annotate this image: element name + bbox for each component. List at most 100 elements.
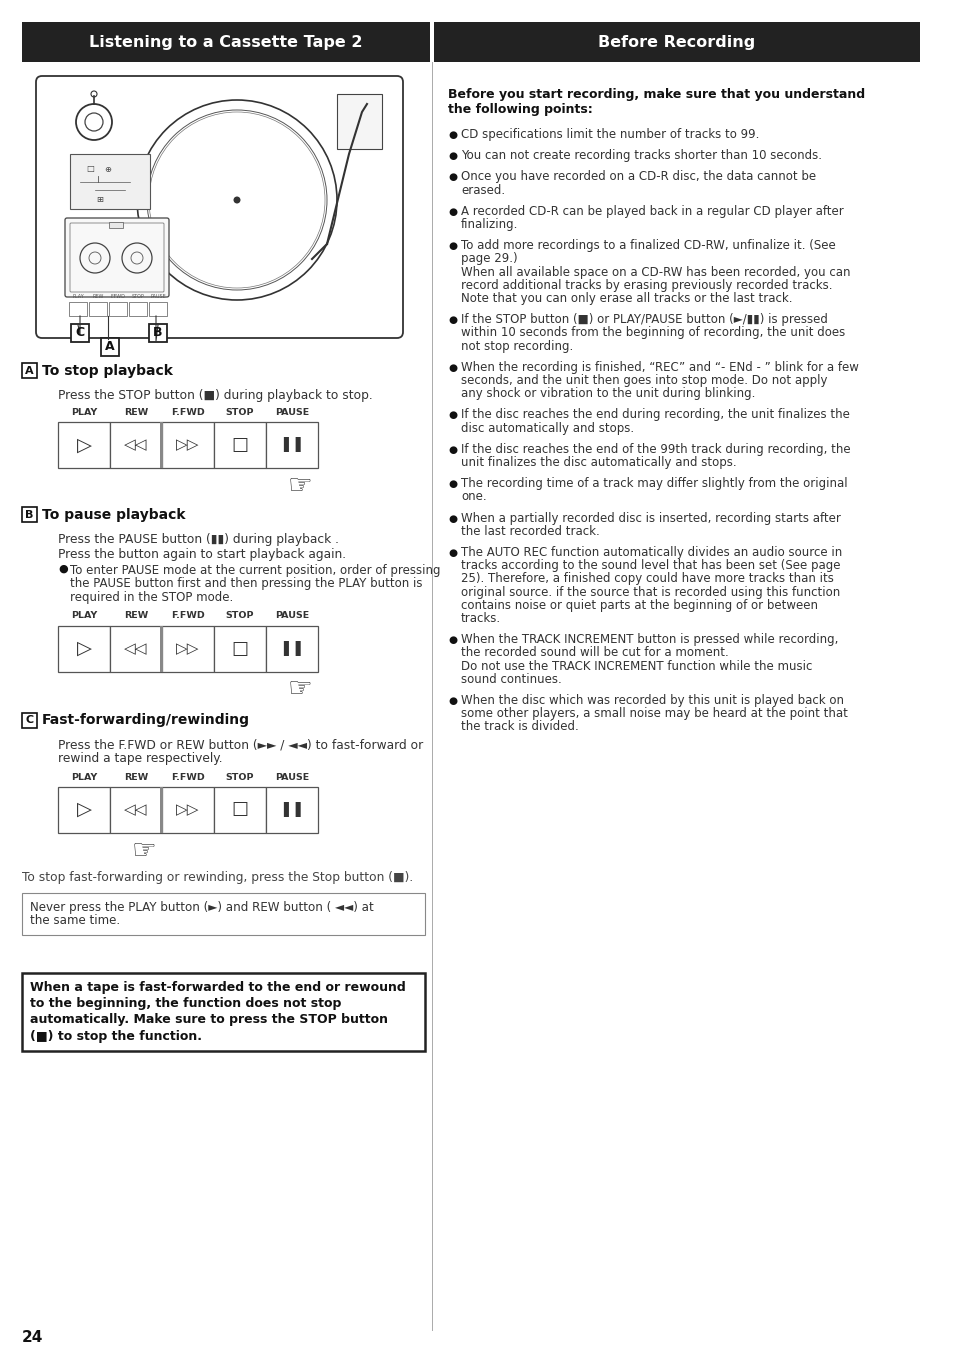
FancyBboxPatch shape xyxy=(36,76,402,338)
Text: ●: ● xyxy=(448,173,456,182)
Text: PLAY: PLAY xyxy=(71,772,97,782)
Text: tracks.: tracks. xyxy=(460,612,500,625)
Bar xyxy=(58,787,110,833)
Text: Before Recording: Before Recording xyxy=(598,35,755,50)
Bar xyxy=(110,787,162,833)
Text: tracks according to the sound level that has been set (See page: tracks according to the sound level that… xyxy=(460,559,840,572)
Text: If the disc reaches the end of the 99th track during recording, the: If the disc reaches the end of the 99th … xyxy=(460,443,850,456)
Text: record additional tracks by erasing previously recorded tracks.: record additional tracks by erasing prev… xyxy=(460,279,832,292)
Text: ⊞: ⊞ xyxy=(96,196,103,204)
Text: If the disc reaches the end during recording, the unit finalizes the: If the disc reaches the end during recor… xyxy=(460,409,849,421)
Text: F.FWD: F.FWD xyxy=(171,772,205,782)
Text: To add more recordings to a finalized CD-RW, unfinalize it. (See: To add more recordings to a finalized CD… xyxy=(460,239,835,252)
Text: ●: ● xyxy=(448,513,456,524)
Bar xyxy=(69,302,87,316)
Text: PLAY: PLAY xyxy=(71,408,97,417)
Bar xyxy=(162,787,213,833)
Text: 24: 24 xyxy=(22,1330,43,1345)
Text: sound continues.: sound continues. xyxy=(460,672,561,686)
Text: ☞: ☞ xyxy=(287,675,313,703)
Text: the same time.: the same time. xyxy=(30,914,120,927)
Text: The recording time of a track may differ slightly from the original: The recording time of a track may differ… xyxy=(460,477,846,490)
Text: within 10 seconds from the beginning of recording, the unit does: within 10 seconds from the beginning of … xyxy=(460,327,844,339)
Text: not stop recording.: not stop recording. xyxy=(460,340,573,352)
Text: A: A xyxy=(105,340,114,354)
Text: STOP: STOP xyxy=(226,772,254,782)
Text: Never press the PLAY button (►) and REW button ( ◄◄) at: Never press the PLAY button (►) and REW … xyxy=(30,900,374,914)
Bar xyxy=(162,625,213,671)
Bar xyxy=(22,713,37,728)
Text: some other players, a small noise may be heard at the point that: some other players, a small noise may be… xyxy=(460,707,847,720)
Text: ●: ● xyxy=(58,564,68,574)
Text: When the recording is finished, “REC” and “- ENd - ” blink for a few: When the recording is finished, “REC” an… xyxy=(460,360,858,374)
Bar xyxy=(149,324,167,342)
Text: □: □ xyxy=(232,801,248,818)
Text: ●: ● xyxy=(448,242,456,251)
Text: any shock or vibration to the unit during blinking.: any shock or vibration to the unit durin… xyxy=(460,387,755,400)
Bar xyxy=(149,302,167,316)
Text: ❚❚: ❚❚ xyxy=(279,437,304,452)
Text: ▷▷: ▷▷ xyxy=(176,641,199,656)
Text: REW: REW xyxy=(124,612,148,621)
Text: ❚❚: ❚❚ xyxy=(279,802,304,817)
Text: ●: ● xyxy=(448,410,456,420)
Text: erased.: erased. xyxy=(460,184,504,197)
Text: □: □ xyxy=(86,165,93,174)
Bar xyxy=(336,95,381,148)
FancyBboxPatch shape xyxy=(70,223,164,292)
Text: ●: ● xyxy=(448,151,456,161)
Bar xyxy=(110,625,162,671)
Bar xyxy=(162,423,213,468)
Text: Press the button again to start playback again.: Press the button again to start playback… xyxy=(58,548,346,562)
Text: ◁◁: ◁◁ xyxy=(124,802,148,817)
Text: C: C xyxy=(75,327,85,339)
Bar xyxy=(160,423,163,468)
Bar xyxy=(70,154,150,209)
Text: ●: ● xyxy=(448,479,456,489)
Bar xyxy=(22,22,430,62)
Bar xyxy=(129,302,147,316)
Text: the recorded sound will be cut for a moment.: the recorded sound will be cut for a mom… xyxy=(460,647,728,659)
Text: ◁◁: ◁◁ xyxy=(124,641,148,656)
Text: To pause playback: To pause playback xyxy=(42,508,185,521)
Text: When the TRACK INCREMENT button is pressed while recording,: When the TRACK INCREMENT button is press… xyxy=(460,633,838,647)
Text: Once you have recorded on a CD-R disc, the data cannot be: Once you have recorded on a CD-R disc, t… xyxy=(460,170,815,184)
Text: ●: ● xyxy=(448,697,456,706)
Text: F.FWD: F.FWD xyxy=(171,408,205,417)
Bar xyxy=(22,892,424,934)
Text: ▷: ▷ xyxy=(76,639,91,657)
Bar xyxy=(22,508,37,522)
Text: STOP: STOP xyxy=(226,408,254,417)
Text: F.FWD: F.FWD xyxy=(171,612,205,621)
Text: ●: ● xyxy=(448,444,456,455)
Text: A recorded CD-R can be played back in a regular CD player after: A recorded CD-R can be played back in a … xyxy=(460,205,842,217)
Text: CD specifications limit the number of tracks to 99.: CD specifications limit the number of tr… xyxy=(460,128,759,140)
Text: ☞: ☞ xyxy=(287,472,313,499)
Text: contains noise or quiet parts at the beginning of or between: contains noise or quiet parts at the beg… xyxy=(460,599,817,612)
Text: To stop playback: To stop playback xyxy=(42,363,172,378)
Text: ▷: ▷ xyxy=(76,436,91,455)
Text: the following points:: the following points: xyxy=(448,103,592,116)
Text: REW: REW xyxy=(92,294,104,298)
Text: PAUSE: PAUSE xyxy=(274,612,309,621)
Text: ❚❚: ❚❚ xyxy=(279,641,304,656)
Text: B: B xyxy=(26,509,33,520)
Text: PAUSE: PAUSE xyxy=(274,772,309,782)
Bar xyxy=(160,787,163,833)
Bar xyxy=(266,787,317,833)
Text: ◁◁: ◁◁ xyxy=(124,437,148,452)
Text: ●: ● xyxy=(448,548,456,558)
Text: PAUSE: PAUSE xyxy=(150,294,166,298)
Text: to the beginning, the function does not stop: to the beginning, the function does not … xyxy=(30,998,341,1010)
Text: Fast-forwarding/rewinding: Fast-forwarding/rewinding xyxy=(42,713,250,728)
Text: PLAY: PLAY xyxy=(71,612,97,621)
Bar xyxy=(160,625,163,671)
Text: C: C xyxy=(26,716,33,725)
Text: To enter PAUSE mode at the current position, order of pressing: To enter PAUSE mode at the current posit… xyxy=(70,564,440,576)
Text: the last recorded track.: the last recorded track. xyxy=(460,525,599,537)
Text: rewind a tape respectively.: rewind a tape respectively. xyxy=(58,752,222,765)
Bar xyxy=(213,625,266,671)
Text: the track is divided.: the track is divided. xyxy=(460,721,578,733)
Bar xyxy=(58,625,110,671)
Text: STOP: STOP xyxy=(132,294,144,298)
